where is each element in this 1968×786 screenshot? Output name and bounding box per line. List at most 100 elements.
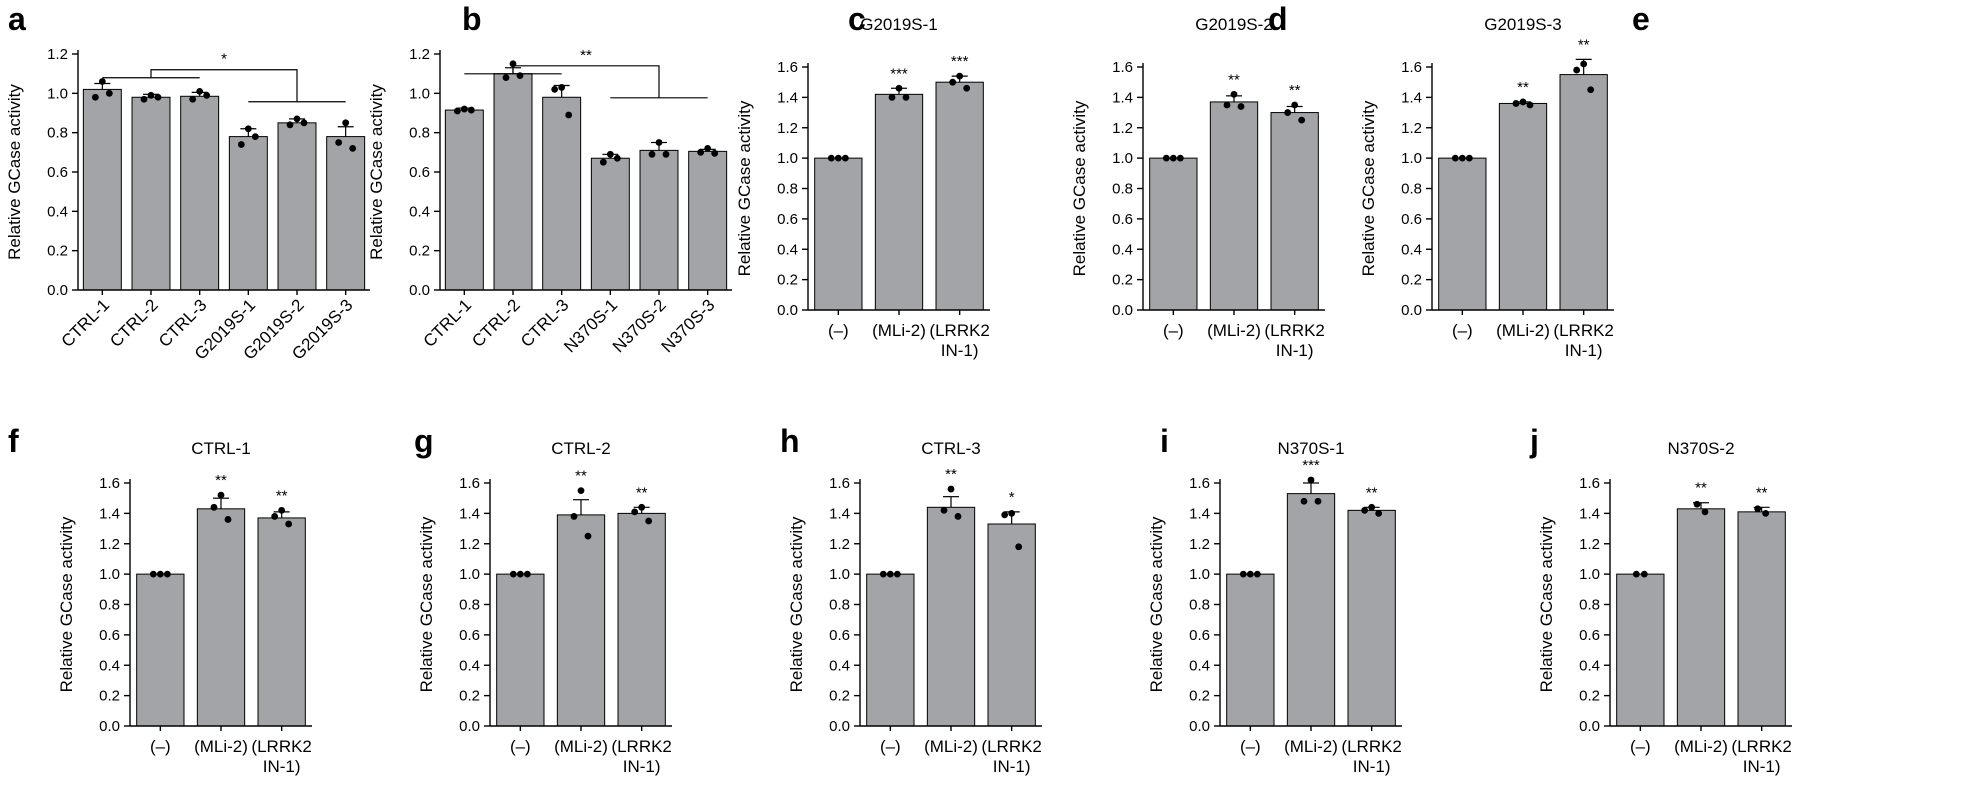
y-tick-label: 1.6 (99, 475, 120, 492)
data-point (565, 111, 573, 119)
significance-stars: *** (1302, 457, 1320, 474)
bracket-connector (512, 65, 660, 98)
x-tick-label: (MLi-2) (554, 737, 608, 756)
y-axis-label: Relative GCase activity (787, 516, 806, 692)
y-tick-label: 1.2 (1189, 536, 1210, 553)
bar (496, 573, 545, 727)
data-point (1001, 511, 1009, 519)
y-tick-label: 1.4 (1112, 89, 1133, 106)
y-tick-label: 0.4 (777, 241, 798, 258)
panel-label: a (8, 1, 26, 37)
data-point (217, 491, 225, 499)
data-point (335, 139, 343, 146)
y-tick-label: 0.8 (1401, 181, 1422, 198)
y-axis-label: Relative GCase activity (1070, 100, 1089, 276)
data-point (285, 520, 293, 528)
y-tick-label: 0.4 (829, 657, 850, 674)
y-tick-label: 1.2 (829, 536, 850, 553)
x-tick-label: CTRL-2 (468, 295, 524, 351)
data-point (1458, 154, 1466, 162)
data-point (1361, 506, 1369, 514)
y-tick-label: 0.6 (1112, 211, 1133, 228)
y-tick-label: 0.6 (47, 164, 68, 181)
y-tick-label: 1.2 (99, 536, 120, 553)
data-point (551, 86, 559, 93)
data-point (163, 570, 171, 578)
y-tick-label: 0.8 (459, 597, 480, 614)
x-tick-label: (–) (1630, 737, 1651, 756)
y-tick-label: 0.2 (1401, 272, 1422, 289)
panel-f: f CTRL-1 Relative GCase activity ** ** 0.0 0.2… (8, 423, 312, 776)
data-point (1573, 66, 1581, 74)
x-tick-label: N370S-3 (658, 295, 719, 356)
bar (987, 523, 1036, 727)
data-point (1298, 116, 1306, 124)
y-tick-label: 1.0 (1401, 150, 1422, 167)
y-tick-label: 0.2 (459, 688, 480, 705)
data-point (453, 107, 461, 115)
x-tick-label: (–) (1163, 321, 1184, 340)
bar (542, 96, 582, 291)
data-point (1246, 570, 1254, 578)
data-point (244, 125, 252, 133)
y-tick-label: 1.6 (1189, 475, 1210, 492)
bar (1209, 101, 1259, 311)
data-point (1300, 497, 1308, 505)
bar (935, 81, 984, 311)
data-point (599, 158, 607, 166)
data-point (154, 93, 162, 101)
data-point (1237, 103, 1245, 110)
significance-stars: ** (1756, 484, 1768, 501)
y-tick-label: 1.6 (1112, 59, 1133, 76)
y-tick-label: 1.2 (409, 46, 430, 63)
bar (1270, 112, 1319, 311)
data-point (655, 139, 663, 146)
x-tick-label: (LRRK2 IN-1) (1553, 321, 1613, 360)
data-point (940, 506, 948, 514)
y-tick-label: 0.6 (409, 164, 430, 181)
data-point (1253, 570, 1261, 578)
x-tick-label: (MLi-2) (1207, 321, 1261, 340)
chart-title: G2019S-2 (1195, 15, 1273, 34)
y-tick-label: 1.0 (1112, 150, 1133, 167)
y-tick-label: 1.0 (829, 566, 850, 583)
data-point (584, 532, 592, 540)
significance-stars: ** (575, 468, 587, 485)
y-tick-label: 0.0 (829, 718, 850, 735)
y-tick-label: 1.4 (1401, 89, 1422, 106)
x-tick-label: (LRRK2 IN-1) (1341, 737, 1401, 776)
panel-label: g (414, 423, 434, 459)
y-axis-label: Relative GCase activity (5, 84, 24, 260)
data-point (827, 154, 835, 162)
significance-stars: ** (1289, 82, 1301, 99)
bar (1498, 102, 1548, 311)
data-point (1632, 570, 1640, 578)
data-point (1465, 154, 1473, 162)
y-tick-label: 1.4 (1579, 505, 1600, 522)
y-tick-label: 0.0 (99, 718, 120, 735)
y-tick-label: 0.2 (99, 688, 120, 705)
bar (444, 109, 484, 291)
y-tick-label: 1.0 (409, 85, 430, 102)
data-point (91, 93, 99, 101)
x-tick-label: (MLi-2) (924, 737, 978, 756)
data-point (349, 145, 357, 152)
chart-title: G2019S-1 (860, 15, 938, 34)
data-point (1368, 503, 1376, 511)
y-axis-label: Relative GCase activity (417, 516, 436, 692)
data-point (271, 513, 279, 520)
bar (866, 573, 915, 727)
data-point (1230, 90, 1238, 98)
y-tick-label: 0.8 (829, 597, 850, 614)
data-point (947, 485, 955, 493)
bar (926, 506, 976, 727)
data-point (1169, 154, 1177, 162)
bar (814, 157, 863, 311)
data-point (1375, 509, 1383, 517)
y-tick-label: 1.4 (829, 505, 850, 522)
data-point (1176, 154, 1184, 162)
data-point (509, 570, 517, 578)
bar (1286, 493, 1336, 727)
